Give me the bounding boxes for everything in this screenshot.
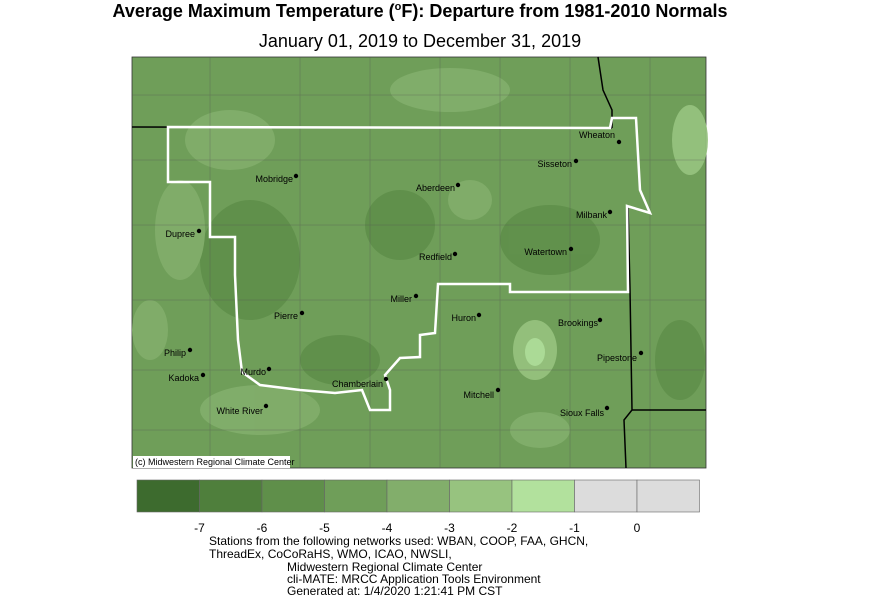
city-label: Brookings <box>558 318 599 328</box>
legend-swatch <box>574 479 638 513</box>
city-label: Miller <box>391 294 413 304</box>
footer-line: Stations from the following networks use… <box>209 534 588 548</box>
legend-tick-label: -4 <box>382 521 393 535</box>
city-label: Dupree <box>165 229 195 239</box>
city-dot <box>383 376 389 382</box>
city-label: Milbank <box>576 210 608 220</box>
footer-line: Midwestern Regional Climate Center <box>287 560 482 574</box>
city-dot <box>266 366 272 372</box>
legend-tick-label: -1 <box>569 521 580 535</box>
city-label: Mitchell <box>463 390 494 400</box>
city-dot <box>616 139 622 145</box>
legend-tick-label: -5 <box>319 521 330 535</box>
city-dot <box>607 209 613 215</box>
city-dot <box>455 182 461 188</box>
city-dot <box>187 347 193 353</box>
legend-swatch <box>199 479 263 513</box>
legend-tick-label: -2 <box>507 521 518 535</box>
city-dot <box>476 312 482 318</box>
legend-tick-label: -6 <box>257 521 268 535</box>
footer-line: ThreadEx, CoCoRaHS, WMO, ICAO, NWSLI, <box>209 547 452 561</box>
city-label: Redfield <box>419 252 452 262</box>
city-label: Wheaton <box>579 130 615 140</box>
city-dot <box>604 405 610 411</box>
city-dot <box>200 372 206 378</box>
legend-swatch <box>386 479 450 513</box>
city-label: Huron <box>451 313 476 323</box>
legend-swatch <box>136 479 200 513</box>
city-dot <box>495 387 501 393</box>
city-label: Murdo <box>240 367 266 377</box>
city-dot <box>568 246 574 252</box>
footer: Stations from the following networks use… <box>209 534 588 598</box>
city-dot <box>293 173 299 179</box>
city-dot <box>263 403 269 409</box>
city-label: Watertown <box>524 247 567 257</box>
copyright: (c) Midwestern Regional Climate Center <box>135 457 295 467</box>
city-label: Mobridge <box>255 174 293 184</box>
footer-line: cli-MATE: MRCC Application Tools Environ… <box>287 572 541 586</box>
subtitle: January 01, 2019 to December 31, 2019 <box>259 31 581 51</box>
legend-tick-label: -3 <box>444 521 455 535</box>
city-label: Sioux Falls <box>560 408 605 418</box>
city-label: Kadoka <box>168 373 199 383</box>
city-dot <box>597 317 603 323</box>
footer-line: Generated at: 1/4/2020 1:21:41 PM CST <box>287 584 503 598</box>
title: Average Maximum Temperature (oF): Depart… <box>113 1 728 21</box>
legend-tick-label: 0 <box>634 521 641 535</box>
city-label: Pipestone <box>597 353 637 363</box>
legend-swatch <box>449 479 513 513</box>
city-dot <box>413 293 419 299</box>
city-dot <box>452 251 458 257</box>
legend: -7 -6 -5 -4 -3 -2 -1 0 <box>136 479 700 535</box>
legend-swatch <box>261 479 325 513</box>
city-label: Sisseton <box>537 159 572 169</box>
map: (c) Midwestern Regional Climate Center W… <box>131 56 708 469</box>
city-dot <box>299 310 305 316</box>
city-label: Aberdeen <box>416 183 455 193</box>
city-label: Philip <box>164 348 186 358</box>
city-label: White River <box>216 406 263 416</box>
legend-swatch <box>324 479 388 513</box>
city-label: Chamberlain <box>332 379 383 389</box>
legend-swatch <box>636 479 700 513</box>
city-dot <box>638 350 644 356</box>
city-dot <box>573 158 579 164</box>
legend-tick-label: -7 <box>194 521 205 535</box>
city-label: Pierre <box>274 311 298 321</box>
legend-swatch <box>511 479 575 513</box>
city-dot <box>196 228 202 234</box>
